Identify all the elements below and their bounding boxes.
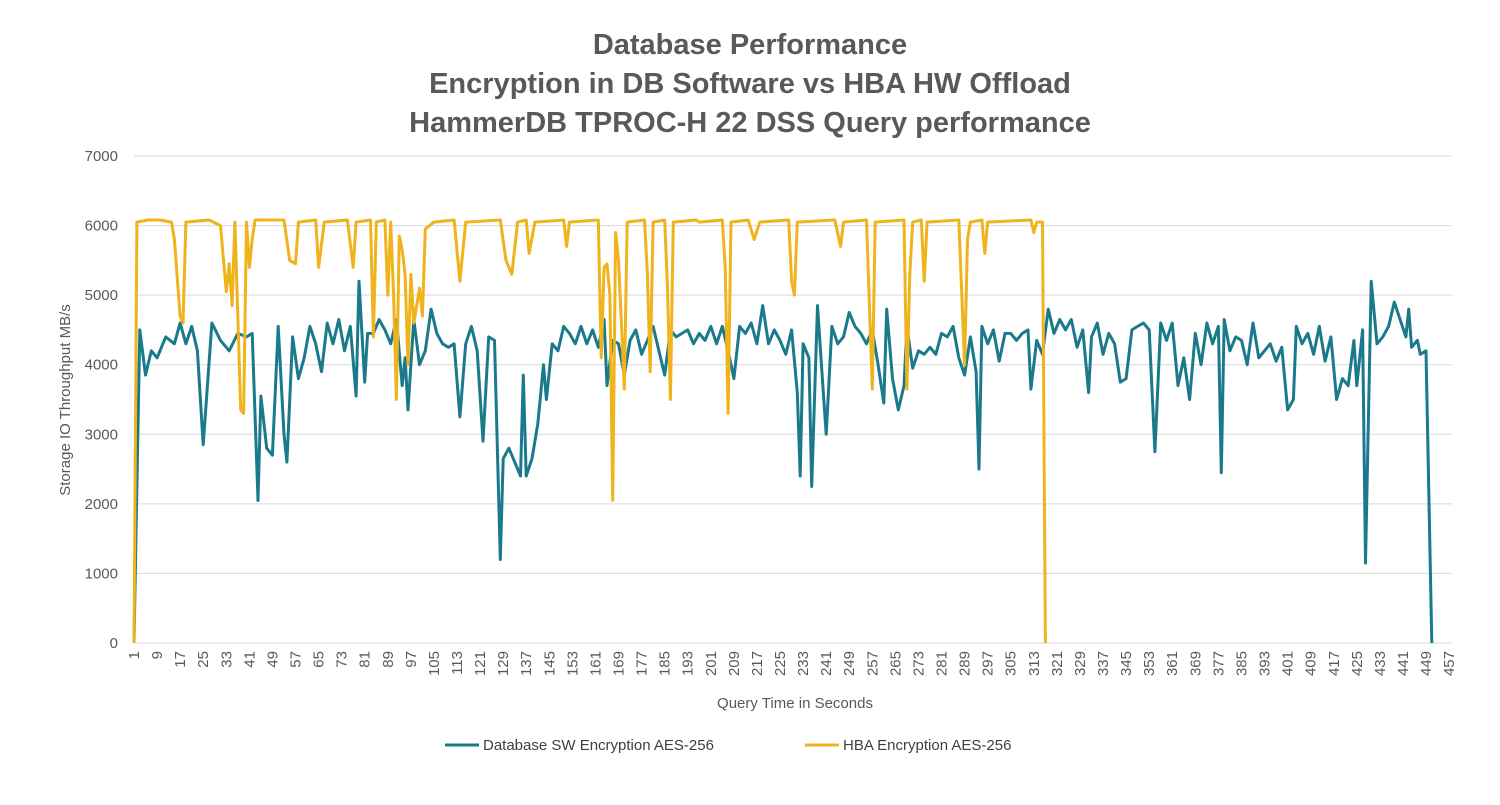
x-tick-label: 121 [472, 651, 489, 676]
series-line-2 [132, 218, 1047, 644]
x-tick-label: 9 [149, 651, 166, 659]
x-tick-label: 145 [541, 651, 558, 676]
x-tick-label: 409 [1303, 651, 1320, 676]
series-lines [132, 218, 1434, 644]
x-tick-label: 225 [772, 651, 789, 676]
x-tick-label: 281 [934, 651, 951, 676]
x-tick-label: 49 [264, 651, 281, 668]
x-tick-label: 33 [218, 651, 235, 668]
x-axis-tick-labels: 1 9 17 25 33 41 49 57 65 73 81 89 97 105 113 121 129 137 1… [126, 651, 1458, 676]
x-tick-label: 425 [1349, 651, 1366, 676]
x-tick-label: 57 [288, 651, 305, 668]
x-tick-label: 369 [1187, 651, 1204, 676]
chart-title-line-1: Database Performance [593, 29, 907, 61]
x-tick-label: 209 [726, 651, 743, 676]
y-tick-label: 5000 [85, 287, 118, 304]
y-tick-label: 3000 [85, 426, 118, 443]
chart-title-line-2: Encryption in DB Software vs HBA HW Offl… [429, 68, 1071, 100]
x-tick-label: 337 [1095, 651, 1112, 676]
y-tick-label: 0 [110, 635, 118, 652]
y-tick-label: 4000 [85, 357, 118, 374]
x-tick-label: 321 [1049, 651, 1066, 676]
x-tick-label: 345 [1118, 651, 1135, 676]
x-tick-label: 377 [1210, 651, 1227, 676]
legend-label-1: Database SW Encryption AES-256 [483, 737, 714, 754]
x-tick-label: 353 [1141, 651, 1158, 676]
x-tick-label: 73 [334, 651, 351, 668]
x-tick-label: 393 [1257, 651, 1274, 676]
x-tick-label: 169 [611, 651, 628, 676]
x-tick-label: 185 [657, 651, 674, 676]
x-tick-label: 449 [1418, 651, 1435, 676]
x-tick-label: 289 [957, 651, 974, 676]
x-tick-label: 201 [703, 651, 720, 676]
x-tick-label: 417 [1326, 651, 1343, 676]
x-tick-label: 97 [403, 651, 420, 668]
x-tick-label: 89 [380, 651, 397, 668]
x-axis-title: Query Time in Seconds [717, 695, 873, 712]
x-tick-label: 113 [449, 651, 466, 675]
x-tick-label: 313 [1026, 651, 1043, 676]
x-tick-label: 153 [564, 651, 581, 676]
x-tick-label: 329 [1072, 651, 1089, 676]
gridlines [134, 155, 1452, 644]
legend: Database SW Encryption AES-256 HBA Encryp… [445, 737, 1011, 754]
x-tick-label: 193 [680, 651, 697, 676]
x-tick-label: 401 [1280, 651, 1297, 676]
x-tick-label: 305 [1003, 651, 1020, 676]
x-tick-label: 177 [634, 651, 651, 676]
x-tick-label: 41 [241, 651, 258, 668]
y-tick-label: 7000 [85, 148, 118, 165]
chart-title-line-3: HammerDB TPROC-H 22 DSS Query performanc… [409, 107, 1091, 139]
series-line-1 [132, 279, 1434, 644]
x-tick-label: 457 [1441, 651, 1458, 676]
x-tick-label: 433 [1372, 651, 1389, 676]
x-tick-label: 1 [126, 651, 143, 659]
x-tick-label: 441 [1395, 651, 1412, 676]
x-tick-label: 233 [795, 651, 812, 676]
x-tick-label: 137 [518, 651, 535, 676]
x-tick-label: 361 [1164, 651, 1181, 676]
x-tick-label: 105 [426, 651, 443, 676]
x-tick-label: 161 [587, 651, 604, 676]
y-axis-tick-labels: 0 1000 2000 3000 4000 5000 6000 7000 [85, 148, 118, 652]
x-tick-label: 217 [749, 651, 766, 676]
x-tick-label: 273 [910, 651, 927, 676]
x-tick-label: 129 [495, 651, 512, 676]
x-tick-label: 257 [864, 651, 881, 676]
y-tick-label: 1000 [85, 565, 118, 582]
x-tick-label: 17 [172, 651, 189, 668]
x-tick-label: 297 [980, 651, 997, 676]
chart-title: Database Performance Encryption in DB So… [409, 29, 1091, 139]
x-tick-label: 241 [818, 651, 835, 676]
x-tick-label: 265 [887, 651, 904, 676]
y-tick-label: 6000 [85, 218, 118, 235]
legend-label-2: HBA Encryption AES-256 [843, 737, 1011, 754]
y-axis-title: Storage IO Throughput MB/s [57, 304, 74, 496]
x-tick-label: 249 [841, 651, 858, 676]
x-tick-label: 25 [195, 651, 212, 668]
y-tick-label: 2000 [85, 496, 118, 513]
x-tick-label: 385 [1233, 651, 1250, 676]
x-tick-label: 81 [357, 651, 374, 668]
x-tick-label: 65 [311, 651, 328, 668]
